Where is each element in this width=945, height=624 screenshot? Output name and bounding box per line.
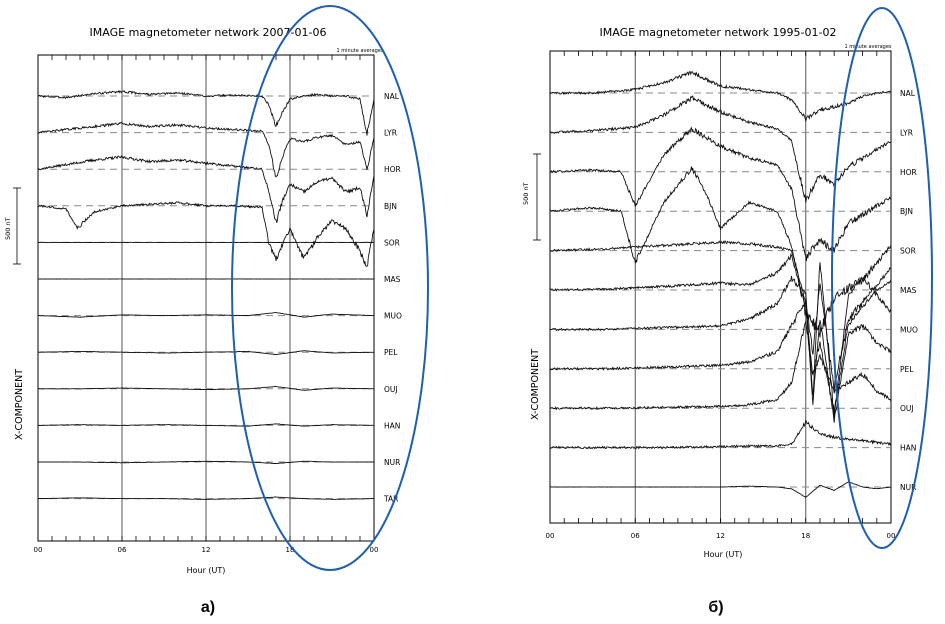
station-label-nur: NUR (384, 458, 400, 467)
trace-ouj (37, 385, 375, 391)
panel-a-x-axis-label: Hour (UT) (187, 566, 226, 575)
station-label-muo: MUO (384, 312, 402, 321)
panel-b-title: IMAGE magnetometer network 1995-01-02 (600, 26, 837, 39)
x-tick-label: 18 (286, 546, 295, 554)
panel-b-averaging-note: 1 minute averages (844, 44, 891, 50)
x-tick-label: 18 (801, 532, 810, 540)
panel-b-scale-bar (533, 153, 541, 241)
panel-a-label: а) (201, 599, 215, 616)
station-label-muo: MUO (900, 325, 918, 334)
panel-a-minute-ticks (51, 55, 361, 541)
station-label-nal: NAL (384, 92, 400, 101)
panel-a-title: IMAGE magnetometer network 2007-01-06 (90, 26, 327, 39)
trace-sor (549, 240, 892, 394)
panel-a-station-labels: NAL LYR HOR BJN SOR MAS MUO PEL OUJ HAN NUR TAR (383, 92, 402, 504)
panel-a-traces (37, 90, 375, 500)
x-tick-label: 06 (631, 532, 640, 540)
station-label-bjn: BJN (384, 202, 397, 211)
trace-han (37, 423, 375, 427)
station-label-pel: PEL (900, 365, 914, 374)
station-label-nal: NAL (900, 89, 916, 98)
station-label-bjn: BJN (900, 207, 913, 216)
station-label-lyr: LYR (900, 128, 913, 137)
panel-b-minute-ticks (563, 51, 878, 523)
trace-ouj (549, 320, 892, 411)
panel-a-scale-bar (13, 187, 21, 265)
panel-b-x-axis-label: Hour (UT) (704, 550, 743, 559)
x-tick-label: 00 (546, 532, 555, 540)
x-tick-label: 00 (34, 546, 43, 554)
station-label-lyr: LYR (384, 129, 397, 138)
x-tick-label: 06 (118, 546, 127, 554)
x-tick-label: 00 (887, 532, 896, 540)
station-label-ouj: OUJ (900, 404, 914, 413)
trace-bjn (549, 166, 892, 338)
station-label-pel: PEL (384, 348, 398, 357)
panel-b-y-axis-label: X-COMPONENT (530, 349, 541, 420)
trace-han (549, 419, 892, 450)
trace-hor (549, 126, 892, 262)
panel-b-highlight-ellipse (831, 7, 933, 549)
trace-nur (550, 481, 892, 499)
x-tick-label: 12 (716, 532, 725, 540)
station-label-mas: MAS (384, 275, 401, 284)
trace-muo (37, 311, 374, 318)
station-label-nur: NUR (900, 483, 916, 492)
station-label-sor: SOR (900, 247, 916, 256)
station-label-mas: MAS (900, 286, 917, 295)
panel-a-scale-bar-label: 500 nT (4, 217, 12, 240)
panel-a-x-tick-labels: 00 06 12 18 00 (34, 546, 379, 554)
trace-bjn (37, 201, 375, 267)
trace-lyr (37, 121, 375, 178)
station-label-hor: HOR (384, 165, 401, 174)
trace-pel (37, 350, 374, 356)
trace-nal (549, 70, 892, 123)
station-label-tar: TAR (383, 495, 398, 504)
panel-b-hour-gridlines (634, 51, 807, 523)
station-label-hor: HOR (900, 168, 917, 177)
trace-nur (37, 460, 375, 465)
x-tick-label: 12 (202, 546, 211, 554)
panel-b: IMAGE magnetometer network 1995-01-02 1 … (522, 7, 933, 616)
station-label-han: HAN (900, 444, 916, 453)
panel-b-x-tick-labels: 00 06 12 18 00 (546, 532, 896, 540)
station-label-han: HAN (384, 421, 400, 430)
trace-pel (549, 300, 892, 423)
panel-b-label: б) (708, 599, 723, 616)
panel-b-station-labels: NAL LYR HOR BJN SOR MAS MUO PEL OUJ HAN NUR (900, 89, 918, 492)
trace-hor (37, 155, 375, 223)
panel-a-averaging-note: 1 minute averages (336, 48, 383, 54)
trace-tar (37, 496, 374, 500)
panel-a: IMAGE magnetometer network 2007-01-06 1 … (4, 5, 429, 616)
panel-b-scale-bar-label: 500 nT (522, 182, 530, 205)
panel-a-y-axis-label: X-COMPONENT (14, 369, 25, 440)
panel-a-highlight-ellipse (231, 5, 429, 571)
trace-nal (37, 90, 375, 136)
x-tick-label: 00 (370, 546, 379, 554)
panel-a-hour-gridlines (121, 55, 291, 541)
station-label-sor: SOR (384, 238, 400, 247)
station-label-ouj: OUJ (384, 385, 398, 394)
